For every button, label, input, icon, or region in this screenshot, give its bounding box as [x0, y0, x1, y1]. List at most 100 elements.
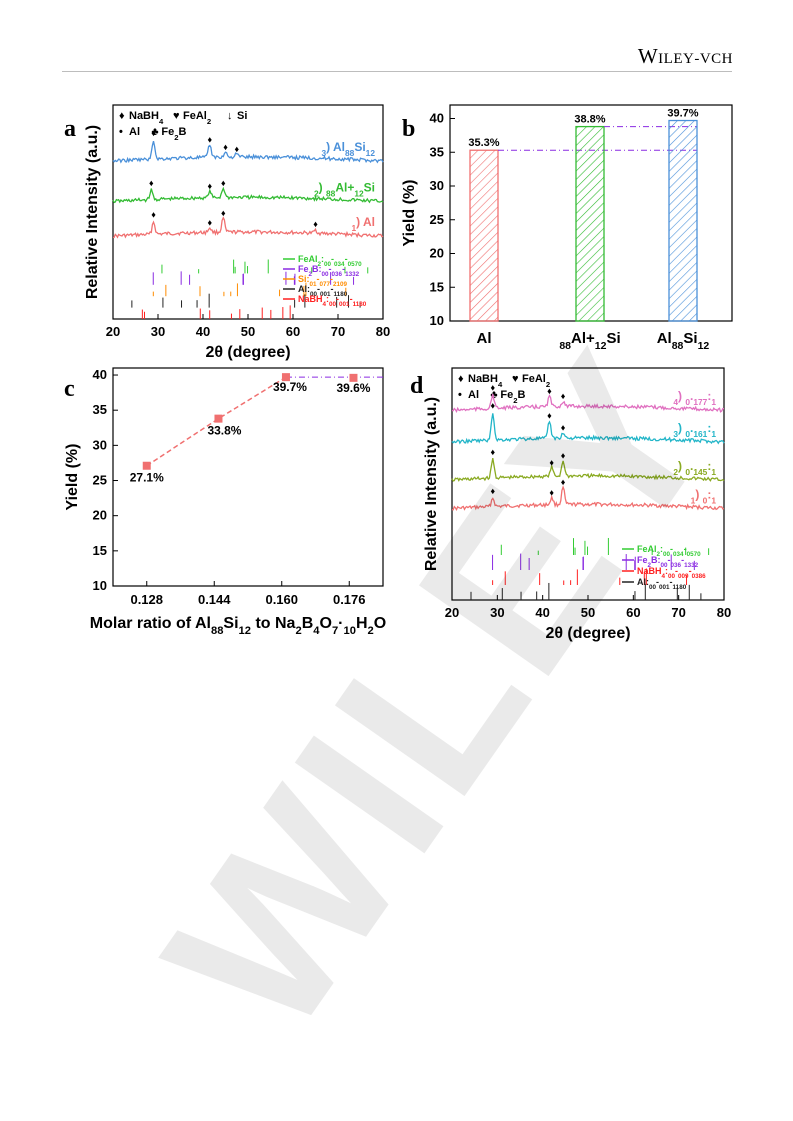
peak-marker: ♦ — [491, 486, 496, 496]
peak-marker: ♦ — [561, 423, 566, 433]
x-tick-label: 50 — [241, 324, 255, 339]
series-line — [146, 376, 287, 467]
panel-label-c: c — [64, 376, 75, 402]
x-tick-label: 80 — [376, 324, 390, 339]
x-category-label: 88Al+12Si — [559, 330, 620, 352]
legend-marker-label: NaBH4 — [468, 373, 503, 389]
series-label: 4) 0.177:1 — [673, 389, 716, 407]
data-point — [214, 414, 223, 423]
x-category-label: Al — [477, 330, 492, 347]
data-label: 33.8% — [207, 424, 241, 438]
publisher-suffix: -VCH — [694, 51, 733, 67]
reference-legend-label: NaBH4:00-001-1180 — [298, 294, 367, 308]
peak-marker: ♦ — [547, 411, 552, 421]
bar-data-label: 38.8% — [574, 114, 605, 126]
peak-marker: ♦ — [234, 144, 239, 154]
legend-marker-label: FeAl2 — [522, 373, 550, 389]
y-axis-label: Relative Intensity (a.u.) — [423, 397, 440, 571]
x-tick-label: 70 — [331, 324, 345, 339]
legend-marker-label: Si — [237, 110, 247, 122]
publisher-logo: Wiley-VCH — [638, 44, 733, 69]
bar — [668, 119, 698, 322]
legend-marker-label: NaBH4 — [129, 110, 164, 126]
reference-legend-label: NaBH4:00-009-0386 — [637, 566, 706, 580]
header-divider — [62, 71, 732, 72]
x-category-label: Al88Si12 — [657, 330, 710, 352]
reference-legend-label: FeAl2:00-034-0570 — [298, 254, 362, 268]
data-label: 39.6% — [336, 381, 370, 395]
series-line — [451, 457, 725, 482]
legend-marker-symbol: ♣ — [490, 389, 497, 401]
series-label: 2) 0.145:1 — [673, 459, 716, 477]
peak-marker: ♦ — [491, 447, 496, 457]
y-tick-label: 30 — [93, 437, 107, 452]
bar — [575, 125, 605, 322]
y-tick-label: 20 — [430, 246, 444, 261]
legend-marker-label: Fe2B — [161, 126, 186, 142]
peak-marker: ♦ — [151, 128, 156, 138]
x-tick-label: 20 — [445, 605, 459, 620]
legend-marker-label: FeAl2 — [183, 110, 211, 126]
plot-frame — [112, 367, 384, 587]
peak-marker: ♦ — [149, 178, 154, 188]
legend-marker-label: Al — [468, 389, 479, 401]
x-tick-label: 60 — [626, 605, 640, 620]
legend-marker-label: Al — [129, 126, 140, 138]
series-line — [451, 393, 725, 413]
reference-legend-label: Al:00-001-1180 — [637, 577, 687, 591]
peak-marker: ♦ — [561, 450, 566, 460]
peak-marker: ♦ — [313, 219, 318, 229]
reference-legend-label: Fe2B:00-036-1332 — [298, 264, 360, 278]
legend-marker-symbol: ♦ — [458, 373, 464, 385]
y-tick-label: 15 — [430, 279, 444, 294]
peak-marker: ♦ — [151, 209, 156, 219]
y-tick-label: 15 — [93, 543, 107, 558]
legend-marker-symbol: ♦ — [119, 110, 125, 122]
x-axis-label: 2θ (degree) — [205, 344, 290, 361]
y-tick-label: 40 — [430, 111, 444, 126]
series-label: 1) 0:1 — [691, 487, 717, 505]
y-tick-label: 25 — [93, 473, 107, 488]
x-tick-label: 50 — [581, 605, 595, 620]
peak-marker: ♦ — [491, 400, 496, 410]
y-tick-label: 10 — [93, 578, 107, 593]
x-tick-label: 0.176 — [333, 592, 366, 607]
series-label: 3) Al88Si12 — [321, 140, 375, 158]
bar-data-label: 39.7% — [667, 108, 698, 120]
series-line — [451, 485, 725, 512]
bar-data-label: 35.3% — [468, 137, 499, 149]
peak-marker: ♦ — [221, 208, 226, 218]
y-axis-label: Yield (%) — [401, 180, 418, 247]
series-label: 1) Al — [351, 215, 375, 233]
peak-marker: ♦ — [491, 382, 496, 392]
x-tick-label: 40 — [535, 605, 549, 620]
x-tick-label: 0.144 — [198, 592, 231, 607]
data-point — [349, 373, 358, 382]
y-tick-label: 40 — [93, 367, 107, 382]
y-axis-label: Relative Intensity (a.u.) — [84, 125, 101, 299]
reference-legend-label: Fe2B:00-036-1332 — [637, 555, 699, 569]
legend-marker-symbol: ♥ — [512, 373, 519, 385]
peak-marker: ♦ — [207, 181, 212, 191]
series-label: 3) 0.161:1 — [673, 421, 716, 439]
series-line — [451, 413, 725, 445]
x-axis-label: 2θ (degree) — [545, 625, 630, 642]
peak-marker: ♦ — [549, 457, 554, 467]
bar — [469, 149, 499, 322]
data-point — [142, 461, 151, 470]
y-tick-label: 20 — [93, 508, 107, 523]
x-tick-label: 70 — [671, 605, 685, 620]
legend-marker-symbol: • — [119, 126, 123, 138]
data-label: 39.7% — [273, 380, 307, 394]
legend-marker-symbol: ♥ — [173, 110, 180, 122]
x-tick-label: 20 — [106, 324, 120, 339]
publisher-main: Wiley — [637, 44, 695, 68]
peak-marker: ♦ — [547, 386, 552, 396]
x-tick-label: 40 — [196, 324, 210, 339]
peak-marker: ♦ — [221, 178, 226, 188]
y-axis-label: Yield (%) — [64, 444, 81, 511]
series-line — [113, 216, 384, 239]
